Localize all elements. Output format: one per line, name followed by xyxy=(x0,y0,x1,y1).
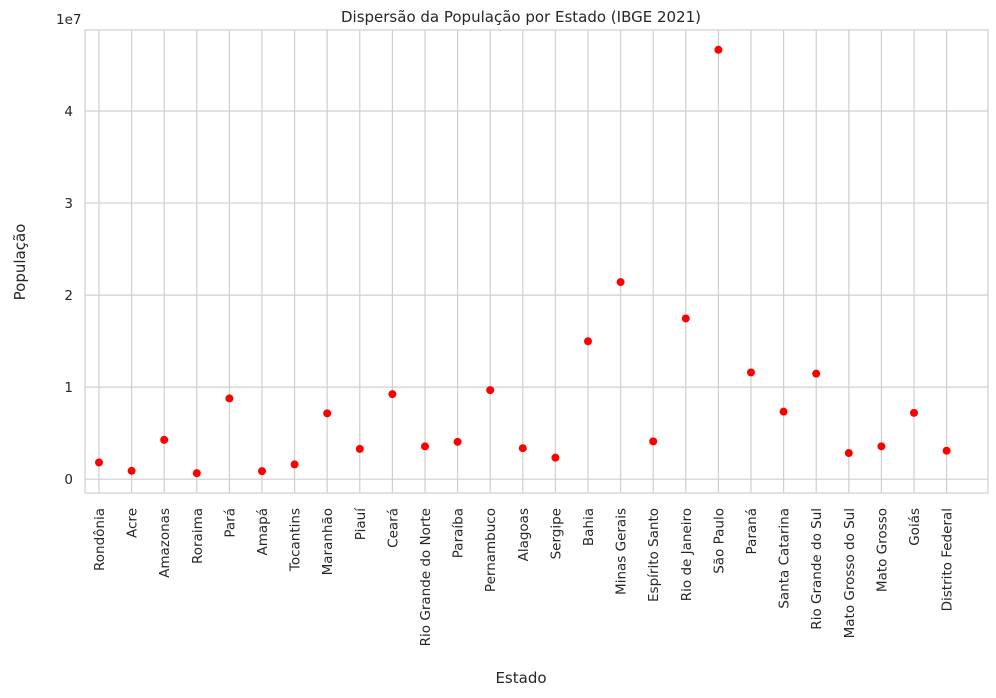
x-tick-label: Minas Gerais xyxy=(614,508,630,595)
x-tick-label: Amapá xyxy=(255,508,271,556)
x-tick-label: Espírito Santo xyxy=(646,508,662,602)
x-tick-label: Roraima xyxy=(190,508,206,564)
data-points xyxy=(95,45,951,478)
x-tick-label: Tocantins xyxy=(288,508,304,572)
x-tick-label: Sergipe xyxy=(548,508,564,559)
x-tick-label: Distrito Federal xyxy=(940,508,956,611)
data-point xyxy=(388,390,397,399)
plot-frame xyxy=(84,29,989,494)
x-tick-label: Piauí xyxy=(353,507,369,540)
x-tick-label: Maranhão xyxy=(320,508,336,575)
data-point xyxy=(551,453,560,462)
data-point xyxy=(747,368,755,377)
x-tick-label: Acre xyxy=(125,508,141,538)
x-tick-label: Rondônia xyxy=(92,508,108,571)
data-point xyxy=(877,442,886,451)
data-point xyxy=(421,442,429,451)
x-axis-label: Estado xyxy=(495,669,546,687)
x-tick-label: Santa Catarina xyxy=(777,508,793,609)
chart-title: Dispersão da População por Estado (IBGE … xyxy=(341,8,701,26)
data-point xyxy=(681,314,690,323)
x-tick-label: Mato Grosso do Sul xyxy=(842,508,858,638)
data-point xyxy=(323,409,332,418)
y-tick-label: 4 xyxy=(64,104,73,120)
data-point xyxy=(942,446,951,455)
data-point xyxy=(486,386,495,395)
data-point xyxy=(584,337,592,346)
x-tick-label: Alagoas xyxy=(516,508,532,561)
x-tick-label: Rio Grande do Norte xyxy=(418,508,434,646)
grid-layer xyxy=(85,30,988,493)
data-point xyxy=(649,437,658,446)
y-tick-label: 0 xyxy=(64,472,73,488)
data-point xyxy=(258,467,266,476)
data-point xyxy=(714,45,723,54)
y-tick-label: 2 xyxy=(64,288,73,304)
data-point xyxy=(844,449,853,458)
x-tick-label: Rio Grande do Sul xyxy=(809,508,825,630)
y-tick-labels: 0 1 2 3 4 xyxy=(64,104,73,488)
y-tick-label: 1 xyxy=(64,380,73,396)
x-tick-label: Amazonas xyxy=(157,508,173,578)
y-tick-label: 3 xyxy=(64,196,73,212)
x-tick-label: Ceará xyxy=(385,508,401,548)
x-tick-label: Rio de Janeiro xyxy=(679,508,695,601)
data-point xyxy=(290,460,299,469)
data-point xyxy=(453,437,462,446)
data-point xyxy=(616,278,625,287)
x-tick-labels: Rondônia Acre Amazonas Roraima Pará Amapá Toca… xyxy=(92,507,956,647)
data-point xyxy=(812,369,821,378)
x-tick-label: Pará xyxy=(222,508,238,538)
x-tick-label: São Paulo xyxy=(711,508,727,574)
data-point xyxy=(910,408,918,417)
x-tick-label: Pernambuco xyxy=(483,508,499,592)
x-tick-label: Paraíba xyxy=(451,508,467,558)
data-point xyxy=(779,407,788,416)
data-point xyxy=(192,469,201,478)
y-axis-label: População xyxy=(11,224,29,301)
data-point xyxy=(355,444,364,453)
x-tick-label: Goiás xyxy=(907,508,923,546)
x-tick-label: Mato Grosso xyxy=(874,508,890,592)
data-point xyxy=(518,444,527,453)
data-point xyxy=(127,466,136,475)
data-point xyxy=(160,435,169,444)
x-tick-label: Bahia xyxy=(581,508,597,546)
x-tick-label: Paraná xyxy=(744,508,760,554)
data-point xyxy=(95,458,103,467)
data-point xyxy=(225,394,234,403)
y-axis-offset-label: 1e7 xyxy=(56,12,81,28)
